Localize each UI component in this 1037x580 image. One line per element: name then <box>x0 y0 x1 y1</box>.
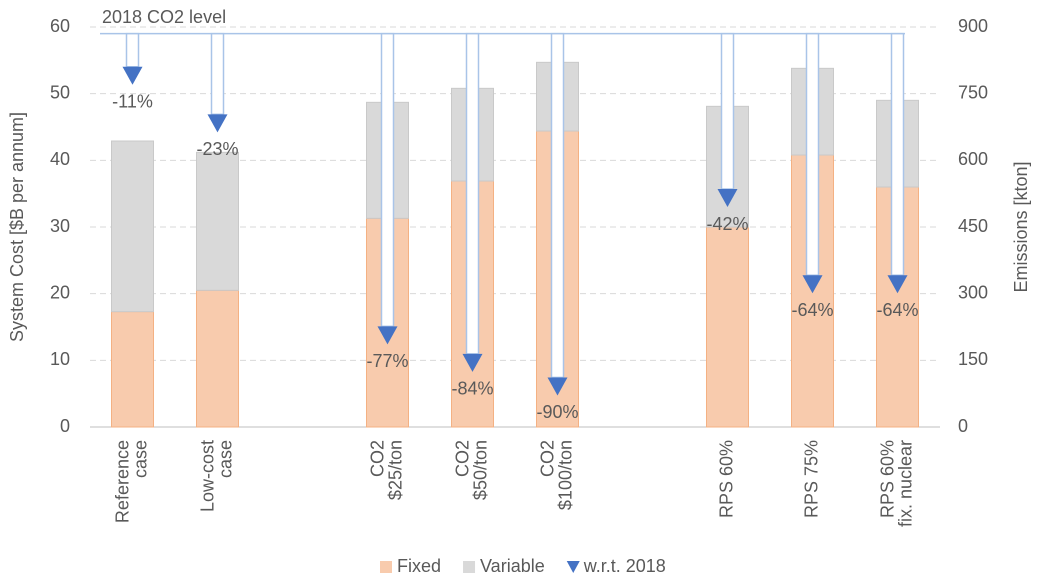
y2-tick-label: 0 <box>958 416 968 436</box>
x-tick-label: Low-costcase <box>197 440 235 512</box>
y-axis-label: System Cost [$B per annum] <box>7 112 27 342</box>
y2-tick-label: 600 <box>958 149 988 169</box>
arrow-shaft <box>805 32 820 276</box>
y-tick-label: 40 <box>50 149 70 169</box>
data-label: -77% <box>366 351 408 371</box>
x-tick-label: CO2$25/ton <box>367 440 405 500</box>
y-tick-label: 0 <box>60 416 70 436</box>
y2-tick-label: 750 <box>958 82 988 102</box>
marker <box>717 189 738 207</box>
x-tick-label: RPS 60% <box>716 440 736 518</box>
bar-segment <box>706 226 749 428</box>
arrow-shaft <box>890 32 905 276</box>
x-tick-label: RPS 75% <box>801 440 821 518</box>
arrow-shaft <box>210 32 225 116</box>
arrow-shaft <box>125 32 140 68</box>
marker <box>802 275 823 294</box>
legend-label: w.r.t. 2018 <box>583 556 666 576</box>
y-tick-label: 60 <box>50 16 70 36</box>
y2-tick-label: 900 <box>958 16 988 36</box>
x-tick-label: CO2$50/ton <box>452 440 490 500</box>
arrow-shaft <box>465 32 480 355</box>
marker <box>462 353 483 372</box>
reference-label: 2018 CO2 level <box>102 7 226 27</box>
legend-marker <box>566 561 580 573</box>
marker <box>547 377 568 396</box>
data-label: -42% <box>706 214 748 234</box>
arrow-shaft <box>720 32 735 190</box>
y2-tick-label: 150 <box>958 349 988 369</box>
data-label: -23% <box>196 139 238 159</box>
legend-swatch <box>380 561 392 573</box>
data-label: -64% <box>791 300 833 320</box>
legend-label: Fixed <box>397 556 441 576</box>
data-label: -84% <box>451 379 493 399</box>
bar-segment <box>196 289 239 428</box>
marker <box>377 326 398 345</box>
x-tick-label: CO2$100/ton <box>537 440 575 510</box>
bar-segment <box>196 151 239 291</box>
y-tick-label: 30 <box>50 216 70 236</box>
bar-segment <box>111 311 154 428</box>
arrow-shaft <box>380 32 395 328</box>
legend-label: Variable <box>480 556 545 576</box>
x-tick-label: Referencecase <box>112 440 150 523</box>
bar-segment <box>111 140 154 313</box>
y2-tick-label: 450 <box>958 216 988 236</box>
y-tick-label: 10 <box>50 349 70 369</box>
legend-swatch <box>463 561 476 573</box>
data-label: -90% <box>536 402 578 422</box>
y-tick-label: 20 <box>50 282 70 302</box>
y2-tick-label: 300 <box>958 282 988 302</box>
y2-axis-label: Emissions [kton] <box>1011 161 1031 292</box>
y-tick-label: 50 <box>50 82 70 102</box>
arrow-shaft <box>550 32 565 379</box>
data-label: -64% <box>876 300 918 320</box>
data-label: -11% <box>112 92 153 112</box>
marker <box>207 114 228 133</box>
x-tick-label: RPS 60%fix. nuclear <box>877 440 915 527</box>
marker <box>887 275 908 294</box>
marker <box>122 66 143 85</box>
